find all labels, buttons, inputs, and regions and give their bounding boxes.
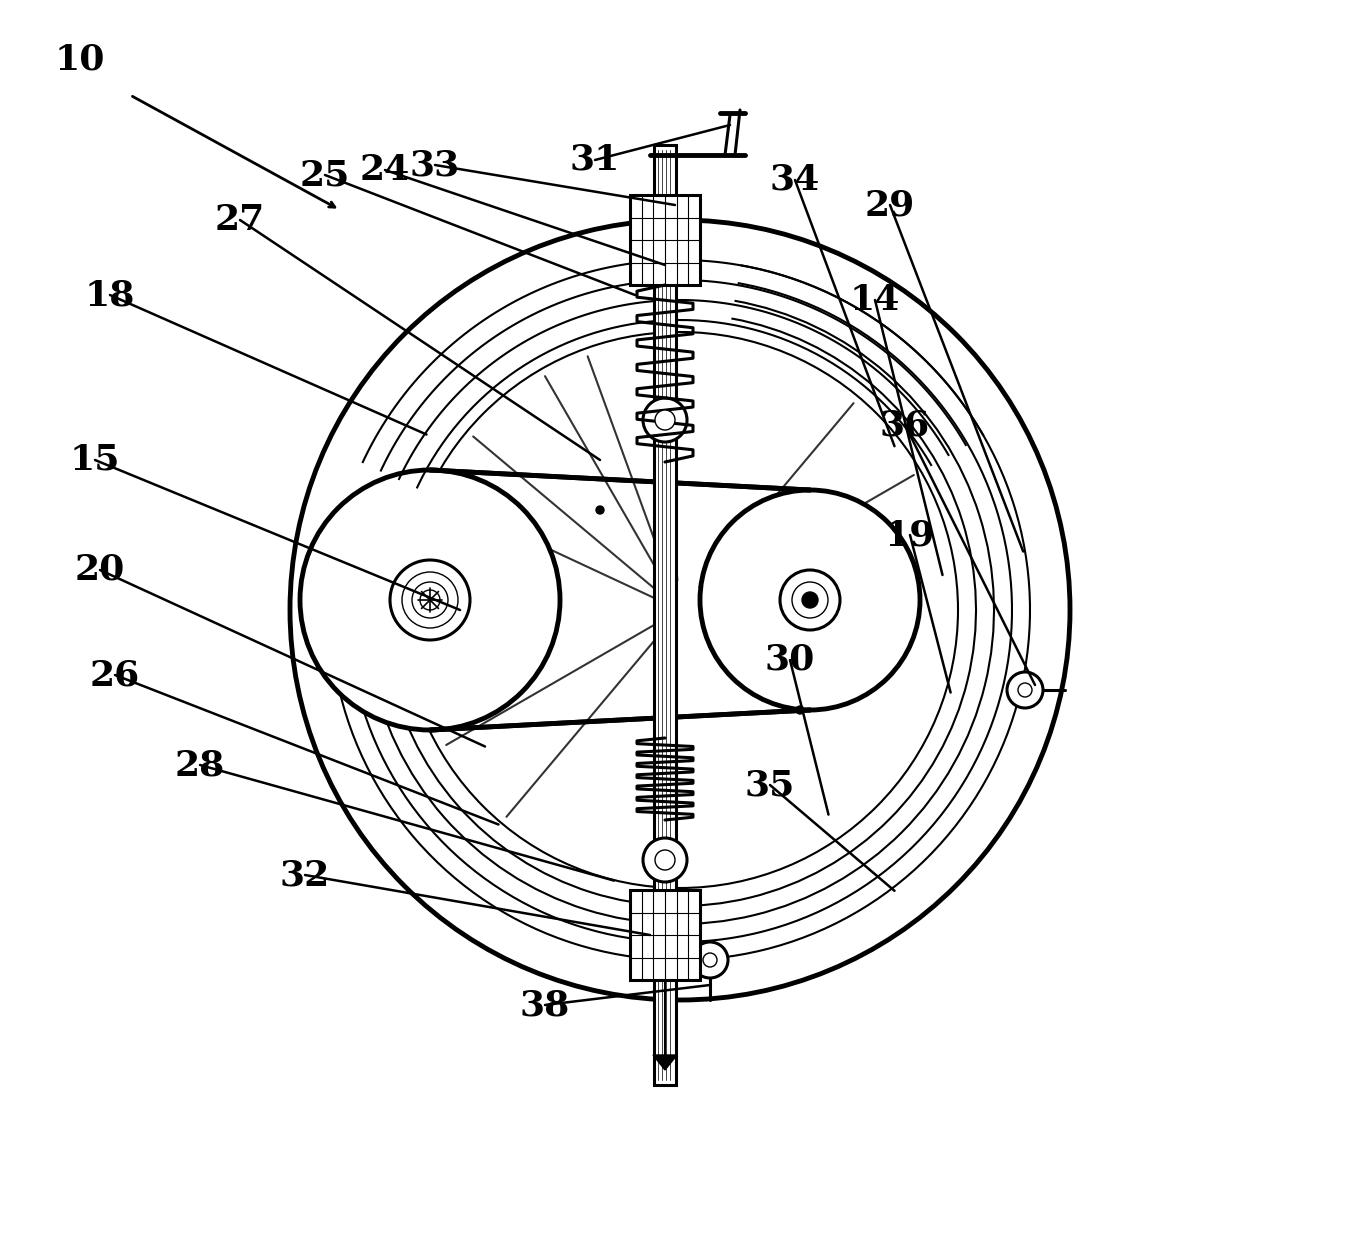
Text: 38: 38 [520,988,570,1022]
Bar [630,195,700,285]
Circle shape [692,942,728,978]
Circle shape [596,506,604,515]
Text: 33: 33 [409,148,460,182]
Circle shape [802,591,817,608]
Circle shape [390,560,471,640]
Text: 32: 32 [280,858,330,892]
Circle shape [403,572,458,627]
Circle shape [403,332,957,888]
Circle shape [781,570,840,630]
Text: 35: 35 [745,768,796,802]
Circle shape [1006,672,1043,708]
Circle shape [643,398,687,441]
Text: 14: 14 [850,283,900,317]
Bar [654,145,676,1085]
Circle shape [643,838,687,882]
Circle shape [700,490,919,711]
Text: 24: 24 [360,153,411,187]
Text: 27: 27 [215,203,265,237]
Text: 29: 29 [865,188,915,222]
Circle shape [290,219,1070,999]
Text: 15: 15 [69,443,120,477]
Text: 34: 34 [770,162,820,197]
Bar [430,470,811,730]
Circle shape [420,590,441,610]
Text: 28: 28 [175,748,226,782]
Bar [630,890,700,980]
Polygon shape [653,1055,677,1070]
Circle shape [792,582,828,618]
Circle shape [412,582,447,618]
Circle shape [703,954,717,967]
Text: 19: 19 [885,518,936,552]
Text: 36: 36 [880,408,930,441]
Text: 10: 10 [54,43,105,77]
Text: 26: 26 [90,658,140,692]
Text: 18: 18 [84,278,135,312]
Text: 31: 31 [570,143,620,177]
Circle shape [656,410,675,430]
Text: 30: 30 [764,644,815,677]
Circle shape [656,849,675,870]
Text: 25: 25 [299,157,350,192]
Circle shape [1019,683,1032,697]
Circle shape [301,470,560,730]
Text: 20: 20 [75,553,125,587]
Circle shape [796,706,804,714]
